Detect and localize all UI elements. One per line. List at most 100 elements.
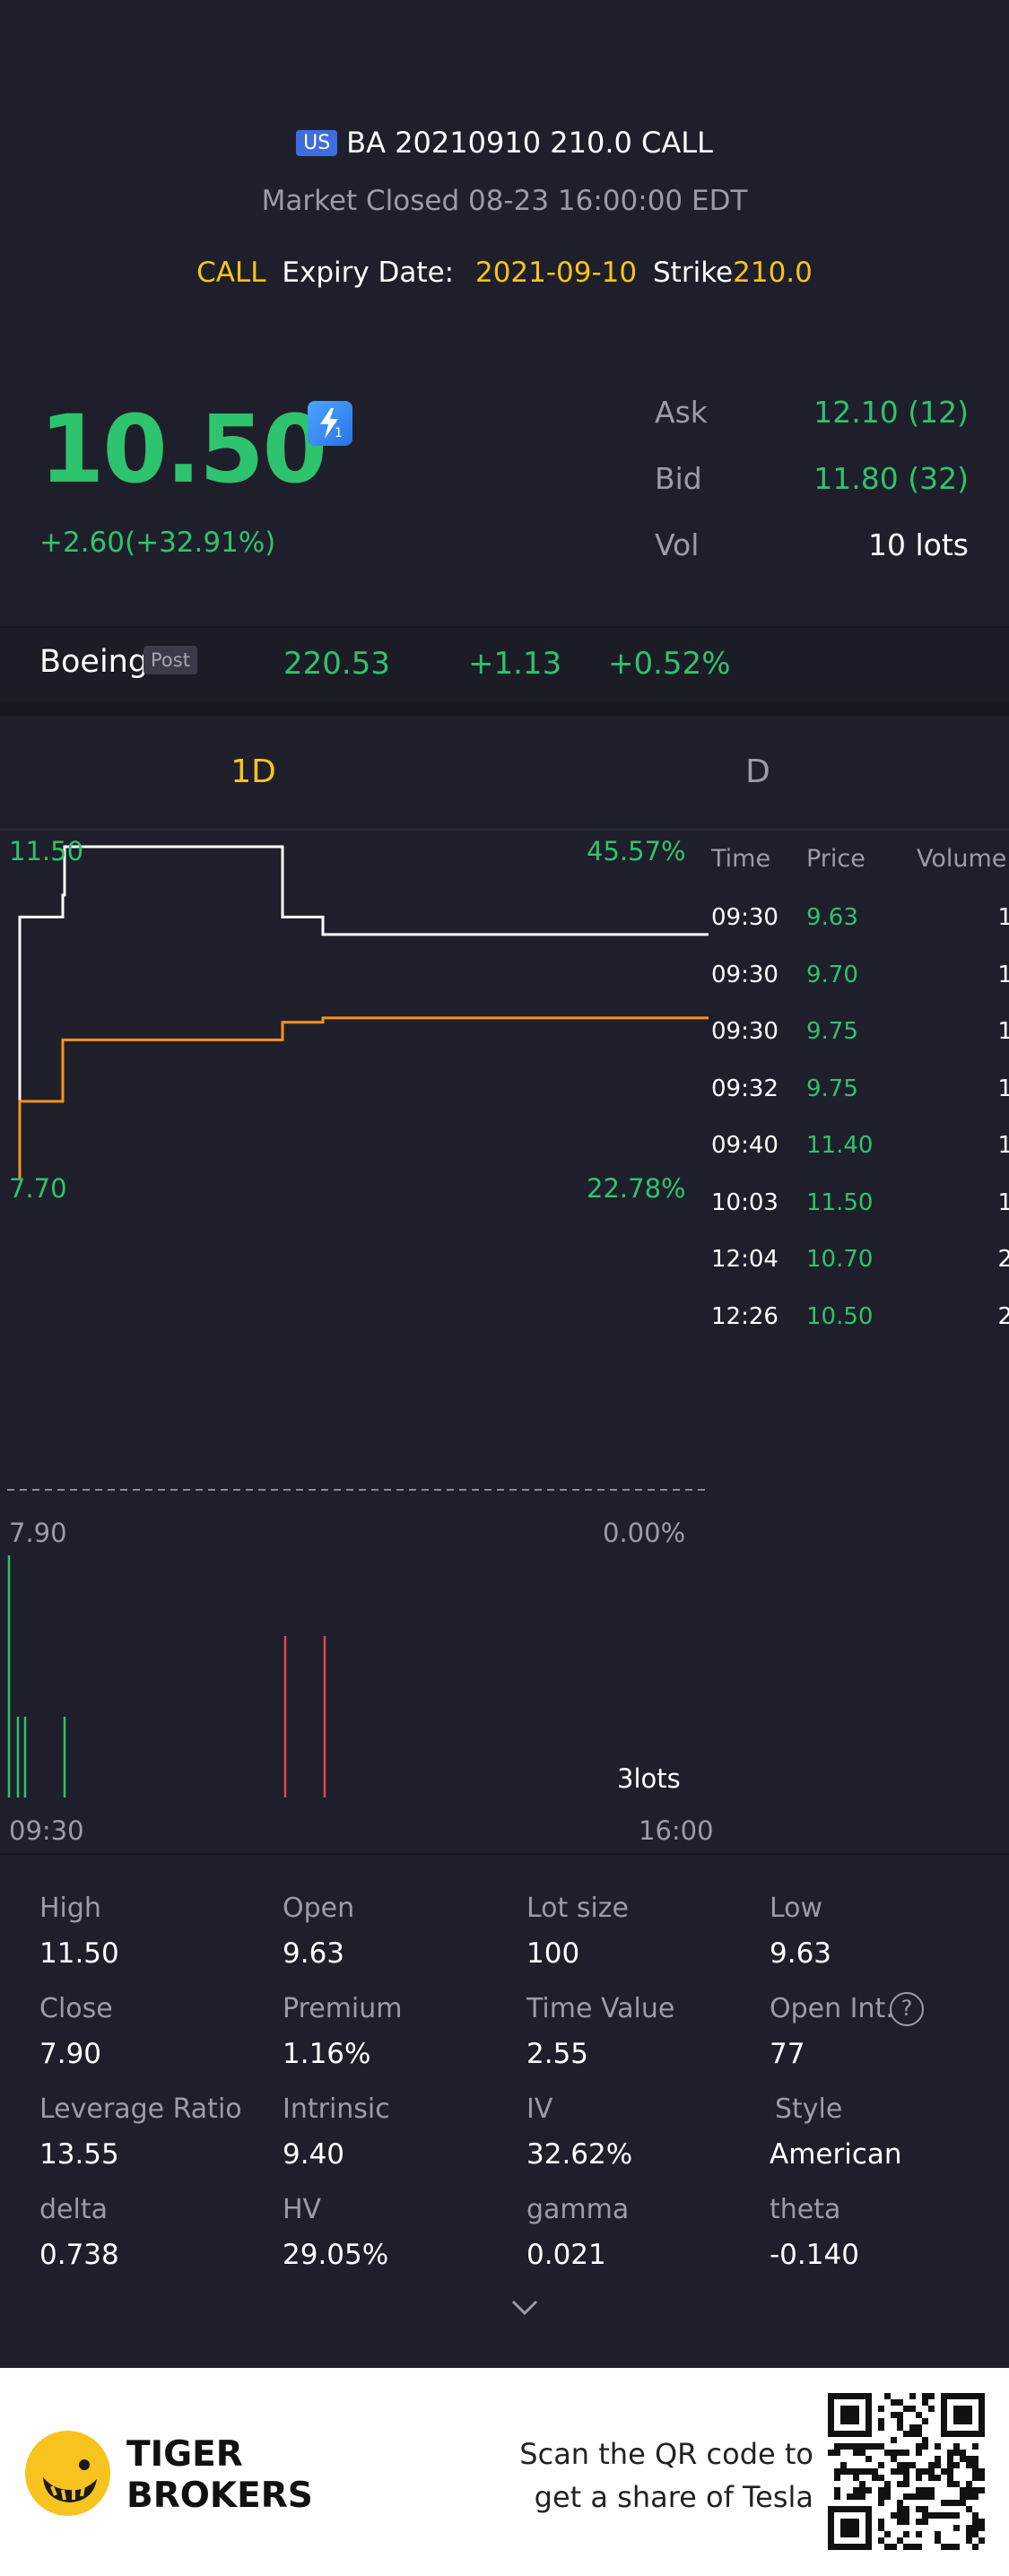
trade-price: 10.70 [806, 1246, 874, 1273]
trade-volume: 1 [997, 1075, 1009, 1102]
stat-label: Intrinsic [283, 2093, 390, 2125]
contract-title: US BA 20210910 210.0 CALL [0, 126, 1009, 160]
trade-time: 12:26 [711, 1302, 778, 1330]
stat-value: 9.63 [770, 1937, 832, 1970]
session-badge: Post [144, 646, 197, 674]
price-low-label: 7.70 [9, 1173, 67, 1204]
vol-label: Vol [655, 527, 700, 562]
trade-price: 9.63 [806, 904, 858, 931]
brand-name: TIGER BROKERS [126, 2434, 313, 2517]
bid-value: 11.80 (32) [813, 461, 969, 496]
market-badge: US [296, 130, 338, 156]
stat-value: 2.55 [526, 2038, 589, 2070]
promo-line-1: Scan the QR code to [519, 2437, 813, 2471]
trade-time: 09:32 [711, 1075, 778, 1102]
bid-row: Bid 11.80 (32) [655, 461, 969, 496]
trade-volume: 1 [997, 1132, 1009, 1159]
vol-max-label: 3lots [617, 1763, 681, 1794]
brand-line-1: TIGER [126, 2434, 243, 2475]
expiry-row: CALL Expiry Date: 2021-09-10 Strike210.0 [0, 257, 1009, 289]
qr-code-icon [828, 2393, 985, 2550]
brand-line-2: BROKERS [126, 2476, 313, 2516]
volume-area [7, 1555, 326, 1797]
stat-value: 9.40 [283, 2138, 345, 2171]
trade-volume: 1 [997, 961, 1009, 988]
stat-label: Leverage Ratio [39, 2093, 242, 2125]
stat-value: 9.63 [283, 1937, 345, 1970]
vol-row: Vol 10 lots [655, 527, 969, 562]
stat-label: Time Value [526, 1993, 675, 2024]
trade-price: 11.40 [806, 1132, 874, 1159]
trade-time: 09:40 [711, 1132, 778, 1159]
underlying-name[interactable]: Boeing [39, 644, 149, 680]
promo-line-2: get a share of Tesla [534, 2480, 813, 2514]
chevron-down-icon[interactable] [509, 2298, 540, 2318]
tiger-logo-icon [25, 2431, 110, 2516]
stat-label: HV [283, 2194, 322, 2225]
trades-header-volume: Volume [917, 845, 1007, 873]
stat-value: 13.55 [39, 2138, 119, 2171]
vol-ref-pct-label: 0.00% [603, 1518, 686, 1548]
trade-time: 10:03 [711, 1188, 778, 1216]
underlying-price: 220.53 [283, 646, 390, 682]
help-icon[interactable]: ? [890, 1992, 924, 2026]
trade-price: 11.50 [806, 1188, 874, 1216]
stat-value: 100 [526, 1937, 580, 1970]
stat-value: 29.05% [283, 2239, 389, 2271]
stat-label: Open Int. [770, 1993, 894, 2024]
stat-label: Close [39, 1993, 113, 2024]
expiry-value: 2021-09-10 [474, 257, 638, 289]
ask-row: Ask 12.10 (12) [655, 395, 969, 430]
stat-value: 7.90 [39, 2038, 102, 2070]
strike-label: Strike [653, 257, 734, 289]
stat-label: Open [283, 1893, 355, 1924]
series-line-1 [18, 1016, 709, 1180]
trade-price: 9.75 [806, 1018, 858, 1045]
trade-volume: 2 [997, 1302, 1009, 1330]
vol-ref-price-label: 7.90 [9, 1518, 67, 1548]
stat-label: theta [770, 2194, 841, 2225]
time-end-label: 16:00 [639, 1815, 714, 1846]
option-type: CALL [196, 257, 266, 289]
underlying-change-pct: +0.52% [608, 646, 731, 682]
stat-label: Premium [283, 1993, 403, 2024]
pct-high-label: 45.57% [587, 836, 686, 866]
vol-value: 10 lots [868, 527, 969, 562]
stat-value: 77 [770, 2038, 805, 2070]
tab-divider [0, 829, 1009, 831]
svg-text:1: 1 [335, 426, 343, 440]
stat-value: American [770, 2138, 902, 2171]
trade-time: 09:30 [711, 1018, 778, 1045]
tab-d[interactable]: D [745, 753, 770, 790]
trade-time: 09:30 [711, 961, 778, 988]
stat-label: IV [526, 2093, 553, 2125]
strike-value: 210.0 [733, 257, 813, 289]
lightning-icon[interactable]: 1 [308, 401, 352, 446]
promo-text: Scan the QR code to get a share of Tesla [519, 2432, 813, 2519]
stat-label: High [39, 1893, 101, 1924]
stat-label: Lot size [526, 1893, 630, 1924]
price-area [18, 845, 709, 1180]
ask-label: Ask [655, 395, 708, 430]
last-price: 10.50 [39, 395, 327, 504]
ask-value: 12.10 (12) [813, 395, 969, 430]
stat-label: gamma [526, 2194, 630, 2225]
stat-value: 32.62% [526, 2138, 633, 2171]
trade-volume: 2 [997, 1246, 1009, 1273]
pct-low-label: 22.78% [587, 1173, 686, 1204]
underlying-change: +1.13 [468, 646, 562, 682]
stat-value: -0.140 [770, 2239, 859, 2271]
trade-price: 9.70 [806, 961, 858, 988]
stat-label: Style [775, 2093, 843, 2125]
trade-price: 9.75 [806, 1075, 858, 1102]
stat-label: delta [39, 2194, 108, 2225]
divider [0, 701, 1009, 716]
trade-price: 10.50 [806, 1302, 874, 1330]
intraday-chart[interactable] [0, 831, 709, 1853]
stat-label: Low [770, 1893, 823, 1924]
stat-value: 1.16% [283, 2038, 371, 2070]
tab-1d[interactable]: 1D [231, 753, 276, 790]
divider [0, 1853, 1009, 1855]
expiry-label: Expiry Date: [282, 257, 455, 289]
trade-volume: 1 [997, 1018, 1009, 1045]
